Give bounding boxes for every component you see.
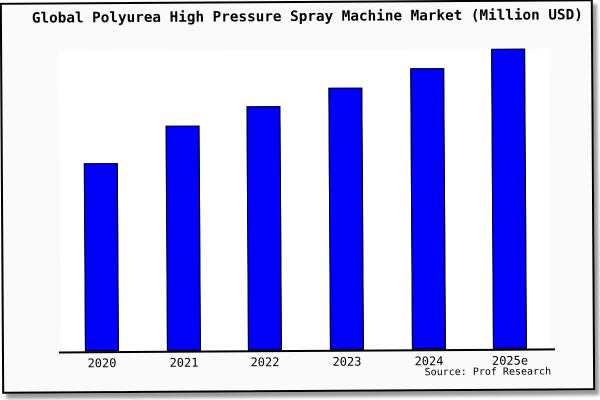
bar-2022 [246, 106, 282, 351]
plot-area [59, 48, 551, 352]
chart-title: Global Polyurea High Pressure Spray Mach… [31, 7, 583, 27]
x-axis-tick-labels: 2020 2021 2022 2023 2024 2025e [2, 1, 591, 371]
chart-frame: Global Polyurea High Pressure Spray Mach… [0, 0, 596, 394]
bar-2023 [328, 87, 364, 350]
bar-2025e [491, 48, 527, 349]
bar-2021 [165, 125, 201, 351]
bar-2024 [410, 68, 446, 350]
source-note: Source: Prof Research [424, 366, 552, 379]
bar-2020 [83, 163, 119, 352]
